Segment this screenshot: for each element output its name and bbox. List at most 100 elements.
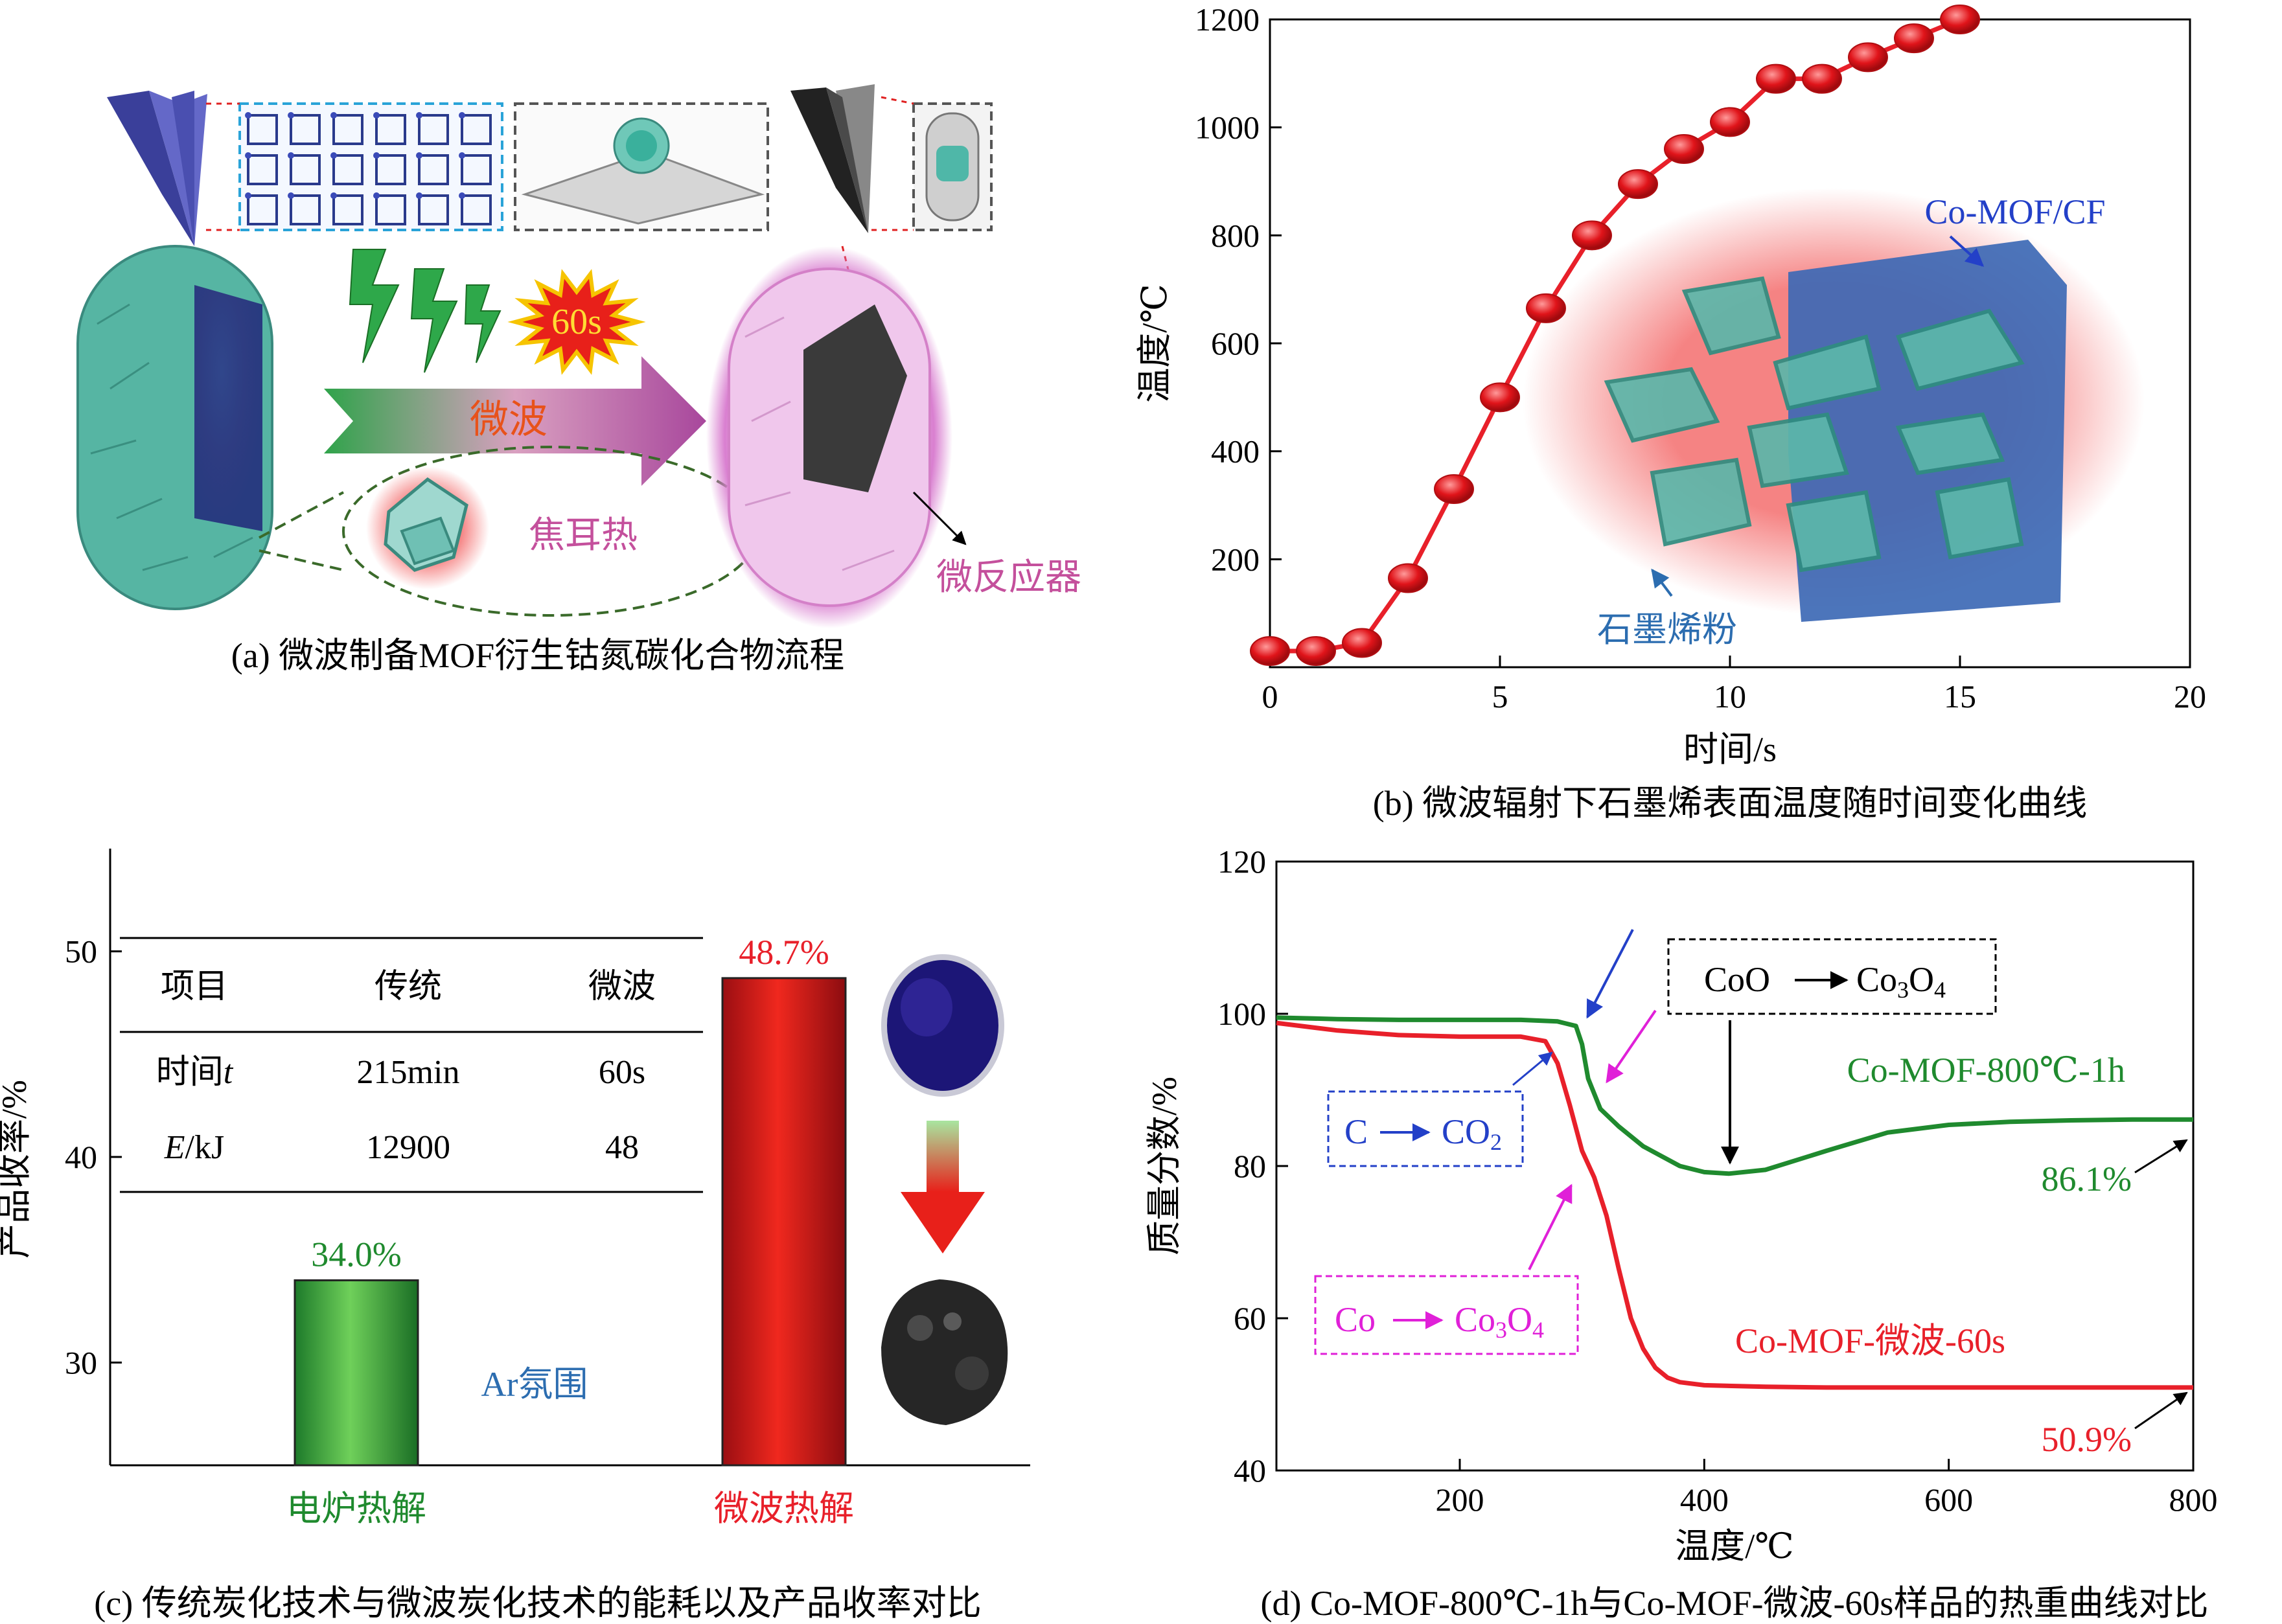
mof-lattice-inset	[238, 102, 503, 231]
dark-blade-illustration	[790, 84, 875, 233]
x-tick-label-d: 800	[2169, 1481, 2218, 1518]
table-row-energy-traditional: 12900	[366, 1129, 450, 1166]
data-point-b	[1802, 63, 1842, 94]
lattice-node	[461, 154, 492, 185]
lattice-node	[247, 154, 278, 185]
lattice-node	[375, 114, 406, 145]
lattice-node	[461, 114, 492, 145]
series-tga-d	[1276, 1015, 2193, 1390]
label-c: C	[1344, 1112, 1368, 1151]
panel-c-chart: 30 40 50 电炉热解 微波热解 34.0% 48.7% 项目 传统 微波 时间t 2…	[0, 849, 1030, 1623]
axis-ticks-d: 200 400 600 800 40 60 80 100 120	[1217, 843, 2218, 1518]
caption-a: (a) 微波制备MOF衍生钴氮碳化合物流程	[231, 636, 844, 675]
lattice-atom	[373, 192, 380, 199]
table-row-energy-symbol: E	[164, 1129, 185, 1166]
label-co3o4-a-sub3: 3	[1897, 977, 1909, 1003]
table-row-energy-label: E/kJ	[164, 1129, 224, 1166]
table-row-energy-microwave: 48	[605, 1129, 639, 1166]
label-series-red: Co-MOF-微波-60s	[1735, 1321, 2005, 1360]
graphene-sheet-illustration	[521, 117, 765, 225]
arrow-right-icon	[324, 356, 706, 486]
label-microwave: 微波	[470, 398, 547, 441]
y-tick-label-d: 120	[1217, 843, 1266, 880]
data-point-b	[1526, 293, 1566, 323]
data-point-b	[1756, 63, 1796, 94]
series-temperature-b	[1250, 5, 1980, 666]
final-green-pointer	[2134, 1139, 2188, 1174]
y-tick-label-d: 80	[1234, 1148, 1266, 1184]
x-tick-label-d: 600	[1924, 1481, 1973, 1518]
sample-after-photo	[881, 1279, 1008, 1425]
x-axis-title-b: 时间/s	[1683, 730, 1777, 769]
data-point-b	[1434, 474, 1474, 504]
data-point-b	[1480, 382, 1520, 413]
teal-capsule-reactor	[76, 245, 273, 610]
bars-c: 34.0% 48.7%	[294, 933, 847, 1467]
co-pointer	[1528, 1184, 1573, 1270]
label-ar-atmosphere: Ar氛围	[481, 1365, 588, 1404]
y-axis-title-c: 产品收率/%	[0, 1080, 34, 1259]
y-tick-label-d: 100	[1217, 996, 1266, 1032]
y-tick-label-b: 1200	[1195, 1, 1260, 38]
y-tick-label-b: 200	[1211, 541, 1260, 577]
table-row-time-microwave: 60s	[599, 1054, 645, 1091]
lattice-node	[418, 154, 449, 185]
x-tick-label-b: 0	[1262, 678, 1278, 715]
callout-line-bottom	[259, 549, 344, 571]
data-point-b	[1940, 5, 1980, 34]
table-header-microwave: 微波	[588, 968, 656, 1005]
lattice-atom	[245, 152, 251, 159]
data-point-b	[1572, 220, 1612, 251]
axis-ticks-b: 0 5 10 15 20 200 400 600 800 1000 1200	[1195, 1, 2206, 715]
lattice-atom	[288, 152, 294, 159]
bar-value-label-c: 34.0%	[311, 1235, 401, 1274]
y-tick-label-b: 600	[1211, 325, 1260, 361]
mof-lattice-illustration	[245, 112, 492, 225]
lattice-atom	[373, 152, 380, 159]
panel-a-schematic: 60s 微波 焦耳热 微反应器 (a) 微波制备MOF衍生钴氮碳化合物流程	[76, 84, 1081, 675]
label-co3o4-b-o: O	[1507, 1300, 1532, 1339]
y-tick-label-c: 30	[65, 1344, 97, 1380]
blade-structure-illustration	[107, 91, 207, 246]
label-co-mof-cf: Co-MOF/CF	[1924, 192, 2105, 231]
co-mof-cf-composite-illustration	[1523, 188, 2145, 622]
table-header-traditional: 传统	[375, 968, 442, 1005]
data-point-b	[1388, 563, 1428, 593]
label-coo: CoO	[1704, 960, 1770, 999]
lattice-node	[332, 114, 363, 145]
table-row-time-symbol: t	[224, 1054, 234, 1091]
comparison-table: 项目 传统 微波 时间t 215min 60s E/kJ 12900 48	[120, 937, 703, 1193]
x-tick-label-d: 200	[1436, 1481, 1484, 1518]
red-curve-drop-pointer	[1606, 1009, 1657, 1084]
label-series-green: Co-MOF-800℃-1h	[1847, 1051, 2125, 1090]
caption-d: (d) Co-MOF-800℃-1h与Co-MOF-微波-60s样品的热重曲线对…	[1261, 1584, 2209, 1623]
callout-line-top	[259, 491, 344, 539]
bar-c	[721, 977, 847, 1467]
green-curve-drop-pointer	[1586, 929, 1634, 1019]
label-co3o4-a-o: O	[1909, 960, 1934, 999]
y-tick-label-c: 40	[65, 1139, 97, 1175]
graphene-powder-pointer	[1651, 568, 1673, 597]
y-tick-label-c: 50	[65, 933, 97, 970]
lattice-atom	[330, 152, 337, 159]
label-joule-heating: 焦耳热	[529, 516, 638, 556]
down-arrow-icon	[901, 1192, 985, 1253]
label-co3o4-a: Co3O4	[1856, 960, 1946, 1003]
purple-capsule-reactor	[706, 246, 952, 628]
data-point-b	[1618, 169, 1658, 200]
lattice-atom	[245, 192, 251, 199]
temperature-line	[1270, 17, 1961, 654]
label-co3o4-a-sub4: 4	[1934, 977, 1946, 1003]
lattice-atom	[416, 152, 422, 159]
x-tick-label-b: 20	[2174, 678, 2206, 715]
label-co2-sub2: 2	[1490, 1129, 1502, 1155]
bar-c	[294, 1279, 419, 1467]
caption-b: (b) 微波辐射下石墨烯表面温度随时间变化曲线	[1373, 784, 2087, 823]
table-row-time-item: 时间	[156, 1054, 224, 1091]
axis-ticks-c: 30 40 50 电炉热解 微波热解	[65, 933, 854, 1528]
y-axis-title-d: 质量分数/%	[1145, 1077, 1184, 1255]
lattice-atom	[245, 112, 251, 119]
final-red-pointer	[2134, 1391, 2188, 1430]
table-row-time-label: 时间t	[156, 1054, 234, 1091]
